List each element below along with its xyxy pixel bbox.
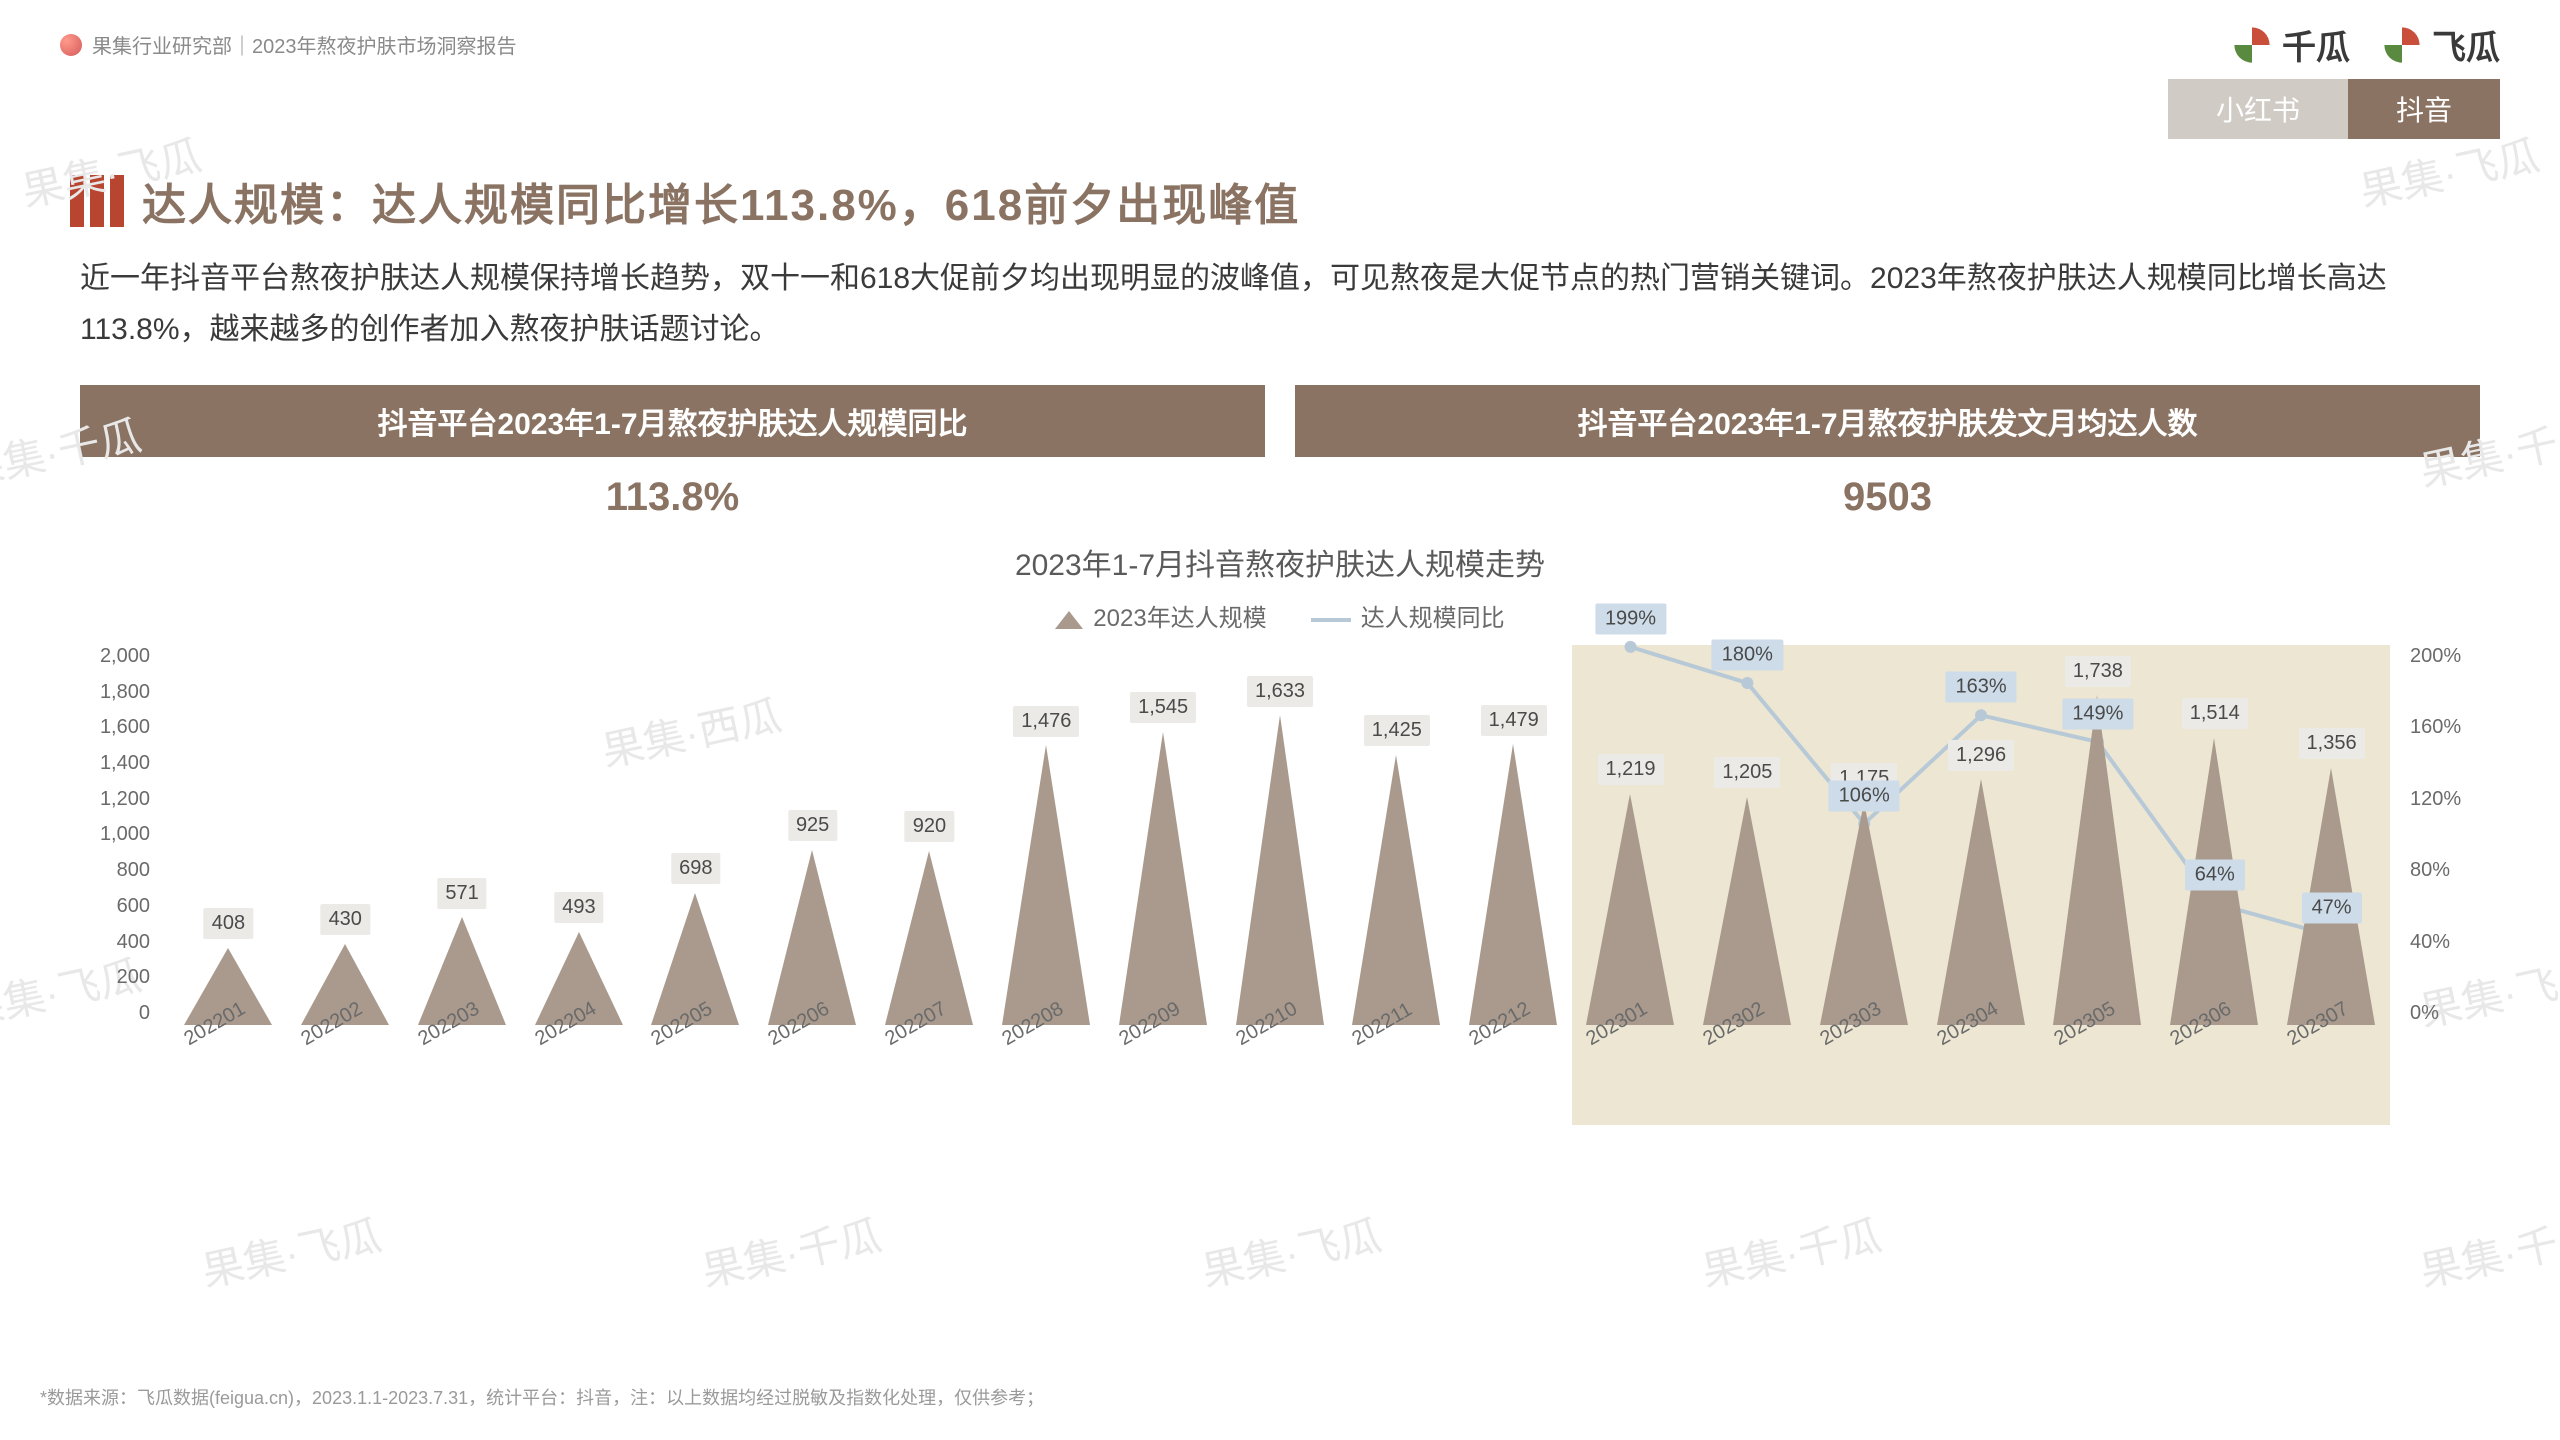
header-left: 果集行业研究部｜2023年熬夜护肤市场洞察报告 [60, 30, 517, 59]
y-left-tick: 1,600 [80, 716, 150, 739]
tab-xiaohongshu[interactable]: 小红书 [2168, 79, 2348, 139]
header-logos: 千瓜 飞瓜 [2230, 20, 2500, 69]
bar-triangle [2053, 695, 2141, 1025]
title-bars-icon [70, 175, 124, 227]
pct-label: 47% [2302, 892, 2362, 923]
bar-value-label: 1,205 [1714, 757, 1780, 788]
y-left-tick: 0 [80, 1002, 150, 1025]
bar-value-label: 571 [437, 878, 486, 909]
bar-value-label: 1,296 [1948, 740, 2014, 771]
y-axis-right: 200% 160% 120% 80% 40% 0% [2410, 645, 2480, 1025]
chart-legend: 2023年达人规模 达人规模同比 [0, 598, 2560, 645]
watermark: 果集·飞瓜 [196, 1202, 387, 1300]
bar-value-label: 408 [204, 908, 253, 939]
bar-value-label: 925 [788, 810, 837, 841]
y-left-tick: 200 [80, 966, 150, 989]
y-right-tick: 0% [2410, 1002, 2480, 1025]
watermark: 果集·千瓜 [1696, 1202, 1887, 1300]
stat-avg-header: 抖音平台2023年1-7月熬夜护肤发文月均达人数 [1295, 385, 2480, 457]
description: 近一年抖音平台熬夜护肤达人规模保持增长趋势，双十一和618大促前夕均出现明显的波… [0, 253, 2560, 385]
pct-label: 180% [1712, 640, 1783, 671]
bar-value-label: 430 [321, 904, 370, 935]
legend-bar: 2023年达人规模 [1055, 598, 1266, 633]
bar-value-label: 1,219 [1597, 754, 1663, 785]
stat-avg: 抖音平台2023年1-7月熬夜护肤发文月均达人数 9503 [1295, 385, 2480, 520]
watermark: 果集·飞瓜 [1196, 1202, 1387, 1300]
bar-value-label: 1,479 [1481, 705, 1547, 736]
pct-label: 149% [2062, 698, 2133, 729]
y-left-tick: 1,400 [80, 752, 150, 775]
y-left-tick: 2,000 [80, 645, 150, 668]
qiangua-icon [2230, 23, 2274, 67]
line-point [1741, 677, 1753, 689]
bar-value-label: 1,425 [1364, 715, 1430, 746]
watermark: 果集·千瓜 [2414, 1202, 2560, 1300]
logo-qiangua: 千瓜 [2230, 20, 2350, 69]
bar-triangle [1119, 732, 1207, 1025]
peach-icon [60, 34, 82, 56]
pct-label: 199% [1595, 603, 1666, 634]
bar-triangle [1236, 715, 1324, 1025]
stat-growth-header: 抖音平台2023年1-7月熬夜护肤达人规模同比 [80, 385, 1265, 457]
bar-value-label: 493 [554, 892, 603, 923]
y-right-tick: 200% [2410, 645, 2480, 668]
stat-avg-value: 9503 [1295, 457, 2480, 520]
logo-feigua-text: 飞瓜 [2432, 20, 2500, 69]
logo-feigua: 飞瓜 [2380, 20, 2500, 69]
logo-qiangua-text: 千瓜 [2282, 20, 2350, 69]
y-left-tick: 1,000 [80, 823, 150, 846]
pct-label: 163% [1945, 672, 2016, 703]
line-point [1625, 641, 1637, 653]
x-axis: 2022012022022022032022042022052022062022… [170, 1037, 2390, 1060]
chart: 2,000 1,800 1,600 1,400 1,200 1,000 800 600 400 2… [80, 645, 2480, 1165]
watermark: 果集·千瓜 [696, 1202, 887, 1300]
stat-growth: 抖音平台2023年1-7月熬夜护肤达人规模同比 113.8% [80, 385, 1265, 520]
stat-row: 抖音平台2023年1-7月熬夜护肤达人规模同比 113.8% 抖音平台2023年… [0, 385, 2560, 530]
bar-triangle [1002, 745, 1090, 1025]
platform-tabs: 小红书 抖音 [0, 79, 2560, 139]
bar-value-label: 698 [671, 853, 720, 884]
y-right-tick: 40% [2410, 931, 2480, 954]
stat-growth-value: 113.8% [80, 457, 1265, 520]
title-text: 达人规模：达人规模同比增长113.8%，618前夕出现峰值 [142, 169, 1300, 233]
section-title: 达人规模：达人规模同比增长113.8%，618前夕出现峰值 [0, 139, 2560, 253]
y-left-tick: 1,200 [80, 788, 150, 811]
pct-label: 106% [1829, 780, 1900, 811]
tab-douyin[interactable]: 抖音 [2348, 79, 2500, 139]
feigua-icon [2380, 23, 2424, 67]
y-right-tick: 80% [2410, 859, 2480, 882]
bar-value-label: 1,633 [1247, 676, 1313, 707]
y-right-tick: 160% [2410, 716, 2480, 739]
chart-title: 2023年1-7月抖音熬夜护肤达人规模走势 [0, 530, 2560, 598]
y-axis-left: 2,000 1,800 1,600 1,400 1,200 1,000 800 600 400 2… [80, 645, 150, 1025]
page-header: 果集行业研究部｜2023年熬夜护肤市场洞察报告 千瓜 飞瓜 [0, 0, 2560, 79]
bar-triangle [1469, 744, 1557, 1025]
legend-line: 达人规模同比 [1311, 598, 1505, 633]
y-left-tick: 400 [80, 931, 150, 954]
y-left-tick: 600 [80, 895, 150, 918]
bar-value-label: 1,356 [2299, 728, 2365, 759]
header-source: 果集行业研究部｜2023年熬夜护肤市场洞察报告 [92, 30, 517, 59]
y-left-tick: 800 [80, 859, 150, 882]
line-point [1975, 709, 1987, 721]
bar-value-label: 1,738 [2065, 656, 2131, 687]
plot-area: 408 430 571 493 698 925 920 1,476 1,545 1,633 1,42… [170, 645, 2390, 1025]
footnote: *数据来源：飞瓜数据(feigua.cn)，2023.1.1-2023.7.31… [40, 1384, 2520, 1410]
y-right-tick: 120% [2410, 788, 2480, 811]
bar-value-label: 1,476 [1013, 706, 1079, 737]
bar-value-label: 1,514 [2182, 698, 2248, 729]
bar-value-label: 1,545 [1130, 692, 1196, 723]
bar-value-label: 920 [905, 811, 954, 842]
pct-label: 64% [2185, 860, 2245, 891]
y-left-tick: 1,800 [80, 681, 150, 704]
